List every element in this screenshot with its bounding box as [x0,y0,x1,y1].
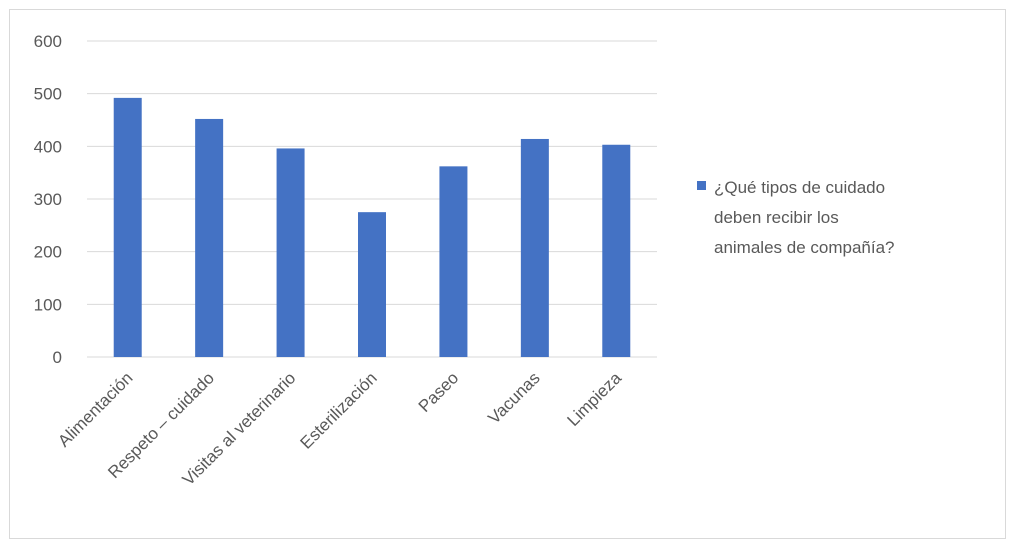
chart-area [9,9,1006,539]
bar [276,148,305,357]
x-tick-label: Vacunas [484,368,543,427]
y-tick-label: 300 [34,190,62,209]
legend-swatch [697,181,706,190]
bar [358,212,386,357]
legend-label-line-3: animales de compañía? [714,238,895,257]
gridlines [87,40,657,358]
y-tick-label: 0 [53,348,62,367]
y-tick-label: 200 [34,243,62,262]
x-tick-label: Paseo [415,368,463,416]
bar [520,138,549,357]
x-tick-label: Alimentación [54,368,136,450]
x-tick-label: Esterilización [297,368,381,452]
y-tick-label: 500 [34,85,62,104]
legend-label-line-2: deben recibir los [714,208,839,227]
bar [195,118,224,358]
bars [113,97,631,358]
bar [439,166,468,357]
y-tick-label: 100 [34,295,62,314]
y-axis-ticks: 0 100 200 300 400 500 600 [34,32,62,367]
bar [602,144,631,357]
y-tick-label: 600 [34,32,62,51]
legend: ¿Qué tipos de cuidado deben recibir los … [697,178,895,257]
bar [113,97,142,357]
x-tick-label: Limpieza [564,368,626,430]
legend-label-line-1: ¿Qué tipos de cuidado [714,178,885,197]
y-tick-label: 400 [34,137,62,156]
